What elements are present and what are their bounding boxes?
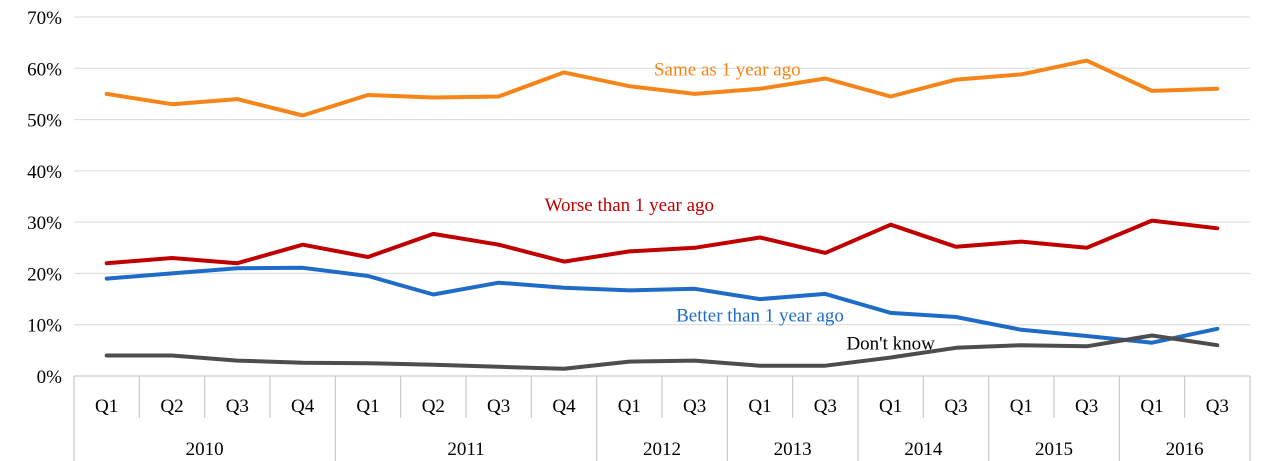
series-label: Worse than 1 year ago bbox=[545, 195, 714, 216]
year-label: 2014 bbox=[904, 439, 943, 460]
x-tick-label: Q1 bbox=[748, 396, 771, 417]
x-tick-label: Q3 bbox=[1206, 396, 1229, 417]
year-label: 2010 bbox=[186, 439, 224, 460]
x-tick-label: Q3 bbox=[814, 396, 837, 417]
x-tick-label: Q2 bbox=[422, 396, 445, 417]
series-line bbox=[104, 265, 1220, 345]
y-tick-label: 10% bbox=[27, 316, 62, 337]
x-tick-label: Q1 bbox=[1010, 396, 1033, 417]
x-tick-label: Q1 bbox=[95, 396, 118, 417]
y-tick-label: 60% bbox=[27, 59, 62, 80]
year-label: 2011 bbox=[447, 439, 484, 460]
series-labels: Same as 1 year ago Worse than 1 year ago B… bbox=[545, 59, 936, 354]
year-label: 2013 bbox=[774, 439, 812, 460]
x-tick-label: Q2 bbox=[160, 396, 183, 417]
x-tick-label: Q1 bbox=[1140, 396, 1163, 417]
x-tick-label: Q4 bbox=[291, 396, 315, 417]
series-label: Don't know bbox=[846, 334, 935, 355]
year-label: 2015 bbox=[1035, 439, 1073, 460]
series-lines bbox=[104, 58, 1220, 371]
gridlines bbox=[74, 16, 1250, 326]
series-line bbox=[104, 58, 1220, 118]
y-tick-label: 0% bbox=[37, 367, 63, 388]
y-axis-tick-labels: 0% 10% 20% 30% 40% 50% 60% 70% bbox=[27, 8, 62, 388]
year-label: 2016 bbox=[1166, 439, 1204, 460]
y-tick-label: 50% bbox=[27, 111, 62, 132]
series-line bbox=[104, 218, 1220, 266]
y-tick-label: 30% bbox=[27, 213, 62, 234]
y-tick-label: 40% bbox=[27, 162, 62, 183]
x-tick-label: Q4 bbox=[552, 396, 576, 417]
x-tick-label: Q3 bbox=[1075, 396, 1098, 417]
x-tick-label: Q3 bbox=[683, 396, 706, 417]
x-tick-label: Q1 bbox=[618, 396, 641, 417]
x-tick-label: Q3 bbox=[944, 396, 967, 417]
x-tick-label: Q3 bbox=[487, 396, 510, 417]
series-line bbox=[104, 333, 1220, 371]
x-tick-label: Q1 bbox=[356, 396, 379, 417]
series-label: Same as 1 year ago bbox=[654, 59, 801, 80]
year-label: 2012 bbox=[643, 439, 681, 460]
x-tick-label: Q1 bbox=[879, 396, 902, 417]
series-label: Better than 1 year ago bbox=[676, 305, 844, 326]
y-tick-label: 70% bbox=[27, 8, 62, 29]
x-axis: Q1 Q2 Q3 Q4 Q1 Q2 Q3 Q4 Q1 Q3 Q1 Q3 Q1 Q3 Q1 Q3 Q1 Q3 2010… bbox=[73, 375, 1251, 461]
y-tick-label: 20% bbox=[27, 264, 62, 285]
x-tick-label: Q3 bbox=[226, 396, 249, 417]
